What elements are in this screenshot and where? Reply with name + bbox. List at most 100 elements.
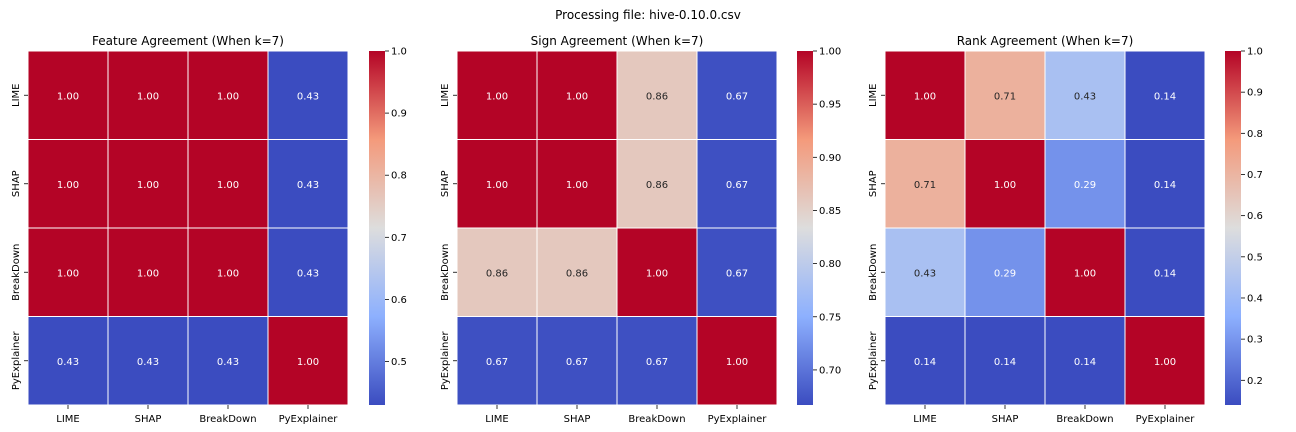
heatmap-cell <box>1124 316 1206 406</box>
heatmap-cell <box>884 139 966 229</box>
y-tick-label: LIME <box>11 84 22 107</box>
cell-value-label: 1.00 <box>726 357 748 368</box>
cell-value-label: 1.00 <box>57 268 79 279</box>
cell-value-label: 0.29 <box>1074 180 1096 191</box>
y-tick-label: PyExplainer <box>11 330 22 390</box>
heatmap-cell <box>1044 227 1126 317</box>
cell-value-label: 1.00 <box>566 91 588 102</box>
cell-value-label: 1.00 <box>137 268 159 279</box>
cell-value-label: 0.43 <box>57 357 79 368</box>
cell-value-label: 1.00 <box>486 91 508 102</box>
cell-value-label: 0.67 <box>486 357 508 368</box>
cell-value-label: 0.86 <box>646 91 668 102</box>
heatmap-cell <box>616 316 698 406</box>
cell-value-label: 0.14 <box>994 357 1016 368</box>
colorbar-tick-label: 0.7 <box>1247 170 1263 181</box>
cell-value-label: 0.71 <box>914 180 936 191</box>
x-tick-label: BreakDown <box>199 414 256 425</box>
cell-value-label: 0.67 <box>726 268 748 279</box>
heatmap-cell <box>27 316 109 406</box>
colorbar <box>797 51 813 405</box>
heatmap-title: Rank Agreement (When k=7) <box>957 34 1134 48</box>
heatmap-cell <box>696 139 778 229</box>
cell-value-label: 1.00 <box>566 180 588 191</box>
cell-value-label: 0.43 <box>297 180 319 191</box>
x-tick-label: BreakDown <box>628 414 685 425</box>
cell-value-label: 0.71 <box>994 91 1016 102</box>
heatmap-cell <box>27 139 109 229</box>
heatmap-cell <box>1044 139 1126 229</box>
y-tick-label: LIME <box>868 84 879 107</box>
colorbar-tick-label: 0.80 <box>819 259 841 270</box>
x-tick-label: PyExplainer <box>708 414 768 425</box>
heatmap-cell <box>1124 139 1206 229</box>
heatmap-panel: Sign Agreement (When k=7) 1.00 1.00 0.86 0.6… <box>440 34 841 425</box>
cell-value-label: 1.00 <box>914 91 936 102</box>
heatmap-panel: Feature Agreement (When k=7) 1.00 1.00 1.00… <box>11 34 407 425</box>
cell-value-label: 0.67 <box>726 91 748 102</box>
heatmap-cell <box>107 227 189 317</box>
heatmap-panel: Rank Agreement (When k=7) 1.00 0.71 0.43 0.1… <box>868 34 1263 425</box>
colorbar-tick-label: 0.6 <box>391 295 407 306</box>
colorbar-tick-label: 0.8 <box>391 171 407 182</box>
cell-value-label: 1.00 <box>57 180 79 191</box>
heatmap-panels: Feature Agreement (When k=7) 1.00 1.00 1.00… <box>11 34 1263 425</box>
heatmap-cell <box>1124 227 1206 317</box>
cell-value-label: 1.00 <box>1154 357 1176 368</box>
heatmap-cell <box>696 316 778 406</box>
cell-value-label: 1.00 <box>297 357 319 368</box>
heatmap-cell <box>536 316 618 406</box>
heatmap-cell <box>267 316 349 406</box>
heatmap-cell <box>616 227 698 317</box>
heatmap-title: Feature Agreement (When k=7) <box>92 34 284 48</box>
colorbar-tick-label: 0.7 <box>391 233 407 244</box>
colorbar-tick-label: 0.6 <box>1247 211 1263 222</box>
heatmap-cell <box>964 316 1046 406</box>
heatmap-cell <box>27 50 109 140</box>
y-tick-label: SHAP <box>868 170 879 197</box>
cell-value-label: 1.00 <box>217 180 239 191</box>
y-tick-label: BreakDown <box>868 244 879 301</box>
y-tick-label: PyExplainer <box>440 330 451 390</box>
y-tick-label: BreakDown <box>440 244 451 301</box>
heatmap-cell <box>456 139 538 229</box>
heatmap-cell <box>187 50 269 140</box>
cell-value-label: 0.67 <box>726 180 748 191</box>
heatmap-cell <box>107 316 189 406</box>
heatmap-cell <box>1124 50 1206 140</box>
cell-value-label: 0.43 <box>297 91 319 102</box>
colorbar <box>1225 51 1241 405</box>
colorbar-tick-label: 0.75 <box>819 312 841 323</box>
x-tick-label: BreakDown <box>1056 414 1113 425</box>
colorbar-tick-label: 0.85 <box>819 206 841 217</box>
cell-value-label: 0.14 <box>1074 357 1096 368</box>
cell-value-label: 0.86 <box>566 268 588 279</box>
cell-value-label: 1.00 <box>1074 268 1096 279</box>
heatmap-cell <box>616 50 698 140</box>
heatmap-cell <box>107 139 189 229</box>
colorbar <box>369 51 385 405</box>
cell-value-label: 0.67 <box>566 357 588 368</box>
cell-value-label: 0.86 <box>646 180 668 191</box>
colorbar-tick-label: 0.70 <box>819 365 841 376</box>
cell-value-label: 1.00 <box>137 180 159 191</box>
colorbar-tick-label: 0.2 <box>1247 376 1263 387</box>
colorbar-tick-label: 0.3 <box>1247 335 1263 346</box>
cell-value-label: 0.43 <box>137 357 159 368</box>
cell-value-label: 0.14 <box>1154 91 1176 102</box>
cell-value-label: 0.86 <box>486 268 508 279</box>
heatmap-cell <box>536 227 618 317</box>
x-tick-label: LIME <box>56 414 79 425</box>
cell-value-label: 1.00 <box>57 91 79 102</box>
colorbar-tick-label: 0.9 <box>1247 88 1263 99</box>
colorbar-tick-label: 0.90 <box>819 153 841 164</box>
cell-value-label: 0.43 <box>217 357 239 368</box>
colorbar-tick-label: 0.8 <box>1247 129 1263 140</box>
heatmap-cell <box>1044 50 1126 140</box>
heatmap-cell <box>536 139 618 229</box>
heatmap-title: Sign Agreement (When k=7) <box>531 34 704 48</box>
heatmap-cell <box>267 227 349 317</box>
heatmap-cell <box>616 139 698 229</box>
x-tick-label: PyExplainer <box>1136 414 1196 425</box>
x-tick-label: SHAP <box>564 414 591 425</box>
